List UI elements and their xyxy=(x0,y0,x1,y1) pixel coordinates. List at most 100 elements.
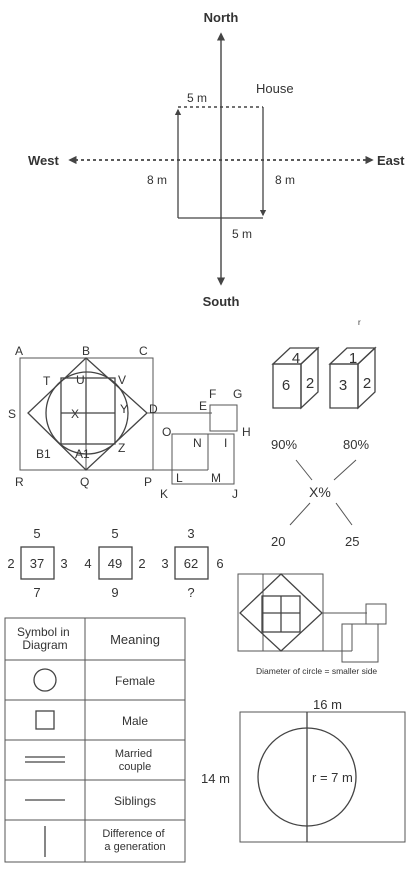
die2-top: 1 xyxy=(349,350,357,367)
svg-text:Q: Q xyxy=(80,475,89,489)
number-box-2: 5 4 49 2 9 xyxy=(84,526,145,600)
svg-text:2: 2 xyxy=(138,556,145,571)
svg-text:O: O xyxy=(162,425,171,439)
svg-text:2: 2 xyxy=(7,556,14,571)
svg-text:T: T xyxy=(43,374,51,388)
svg-text:J: J xyxy=(232,487,238,501)
svg-text:S: S xyxy=(8,407,16,421)
svg-text:9: 9 xyxy=(111,585,118,600)
die-2: 1 3 2 xyxy=(328,346,377,410)
svg-text:Z: Z xyxy=(118,441,125,455)
svg-text:A: A xyxy=(15,344,23,358)
legend-header-symbol-2: Diagram xyxy=(22,638,67,652)
small-square xyxy=(209,404,238,432)
svg-text:4: 4 xyxy=(84,556,91,571)
legend-married-1: Married xyxy=(115,748,152,760)
die1-right: 2 xyxy=(306,375,314,392)
left-distance: 8 m xyxy=(147,173,167,187)
legend-generation-2: a generation xyxy=(104,841,165,853)
top-distance: 5 m xyxy=(187,91,207,105)
svg-text:X: X xyxy=(71,407,79,421)
die1-top: 4 xyxy=(292,350,300,367)
svg-text:Symbol in Diagram: Symbol in Diagram xyxy=(17,625,73,652)
cut-text-top: r xyxy=(358,318,361,327)
svg-text:I: I xyxy=(224,436,227,450)
svg-text:3: 3 xyxy=(161,556,168,571)
svg-text:F: F xyxy=(209,387,216,401)
svg-text:E: E xyxy=(199,399,207,413)
die2-right: 2 xyxy=(363,375,371,392)
cross-top-right: 80% xyxy=(343,437,369,452)
bottom-distance: 5 m xyxy=(232,227,252,241)
cross-bottom-left: 20 xyxy=(271,534,285,549)
svg-text:7: 7 xyxy=(33,585,40,600)
legend-male: Male xyxy=(122,714,148,728)
circle-in-rectangle: 16 m 14 m r = 7 m xyxy=(201,697,406,843)
legend-generation-1: Difference of xyxy=(102,828,165,840)
height-label: 14 m xyxy=(201,771,230,786)
svg-text:6: 6 xyxy=(216,556,223,571)
radius-label: r = 7 m xyxy=(312,770,353,785)
circle-icon xyxy=(33,668,57,692)
svg-text:Married couple: Married couple xyxy=(115,748,155,773)
north-label: North xyxy=(204,10,239,25)
south-label: South xyxy=(203,294,240,309)
svg-text:M: M xyxy=(211,471,221,485)
cut-off-caption: Diameter of circle = smaller side xyxy=(256,666,377,676)
legend-married-2: couple xyxy=(119,761,151,773)
legend-header-symbol-1: Symbol in xyxy=(17,625,70,639)
west-label: West xyxy=(28,153,59,168)
width-label: 16 m xyxy=(313,697,342,712)
svg-text:Y: Y xyxy=(120,402,128,416)
legend-table: Symbol in Diagram Meaning Female Male Ma… xyxy=(4,617,186,863)
lower-square xyxy=(171,433,235,485)
diamond xyxy=(27,357,148,471)
legend-female: Female xyxy=(115,674,155,688)
svg-text:Difference of a generati: Difference of a generation xyxy=(102,828,167,853)
svg-text:D: D xyxy=(149,402,158,416)
svg-text:L: L xyxy=(176,471,183,485)
cross-top-left: 90% xyxy=(271,437,297,452)
svg-text:5: 5 xyxy=(111,526,118,541)
legend-header-meaning: Meaning xyxy=(110,632,160,647)
svg-text:B1: B1 xyxy=(36,447,51,461)
legend-siblings: Siblings xyxy=(114,794,156,808)
inner-square xyxy=(60,377,116,445)
svg-text:C: C xyxy=(139,344,148,358)
svg-text:B: B xyxy=(82,344,90,358)
svg-text:A1: A1 xyxy=(75,447,90,461)
svg-text:62: 62 xyxy=(184,556,198,571)
svg-text:V: V xyxy=(118,373,126,387)
svg-text:5: 5 xyxy=(33,526,40,541)
svg-text:H: H xyxy=(242,425,251,439)
svg-text:U: U xyxy=(76,373,85,387)
svg-text:G: G xyxy=(233,387,242,401)
svg-text:R: R xyxy=(15,475,24,489)
die-1: 4 6 2 xyxy=(271,346,320,410)
die1-left: 6 xyxy=(282,377,290,394)
svg-text:3: 3 xyxy=(60,556,67,571)
inner-circle xyxy=(45,371,129,455)
cross-diagram: 90% 80% X% 20 25 xyxy=(271,437,369,549)
svg-text:K: K xyxy=(160,487,168,501)
svg-text:37: 37 xyxy=(30,556,44,571)
svg-text:3: 3 xyxy=(187,526,194,541)
east-label: East xyxy=(377,153,405,168)
square-figure-2 xyxy=(237,573,387,663)
die2-left: 3 xyxy=(339,377,347,394)
square-figure: A B C T U V S X Y D B1 A1 Z R Q P E F G … xyxy=(8,344,251,501)
svg-text:P: P xyxy=(144,475,152,489)
svg-text:49: 49 xyxy=(108,556,122,571)
svg-text:?: ? xyxy=(187,585,194,600)
house-label: House xyxy=(256,81,294,96)
right-distance: 8 m xyxy=(275,173,295,187)
square-icon xyxy=(35,710,55,730)
compass-diagram: North South West East House 5 m 8 m 8 m … xyxy=(28,10,405,309)
number-box-3: 3 3 62 6 ? xyxy=(161,526,223,600)
cross-center: X% xyxy=(309,484,331,500)
svg-text:N: N xyxy=(193,436,202,450)
outer-rect xyxy=(239,711,406,843)
number-box-1: 5 2 37 3 7 xyxy=(7,526,67,600)
cross-bottom-right: 25 xyxy=(345,534,359,549)
